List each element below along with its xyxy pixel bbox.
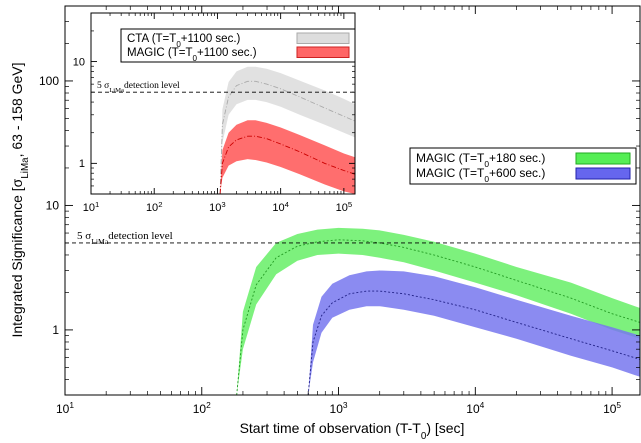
main-legend-label-0: MAGIC (T=T0+180 sec.) [416,151,545,169]
x-axis-title: Start time of observation (T-T0) [sec] [240,420,465,442]
main-band-0 [236,227,640,395]
main-median-line-0 [236,239,640,395]
inset-plot: 5 σLiMadetection level 101 102 103 104 105 1 10… [73,12,356,215]
inset-median-line-0 [219,80,355,194]
main-plot-frame [64,5,641,396]
inset-x-tick-label: 104 [272,200,289,215]
inset-legend-swatch-1 [296,46,350,58]
main-threshold-label: 5 σLiMadetection level [77,230,173,246]
main-legend-label-1: MAGIC (T=T0+600 sec.) [416,166,545,184]
main-legend-swatch-1 [575,167,631,180]
inset-y-tick-label: 1 [79,158,85,170]
main-y-tick-label: 100 [39,74,59,88]
inset-x-tick-label: 105 [336,200,353,215]
inset-series-group [219,66,355,194]
inset-plot-frame [90,12,356,195]
inset-median-line-1 [219,135,355,194]
main-x-tick-label: 105 [603,400,621,416]
y-axis-title: Integrated Significance [σLiMa, 63 - 158… [9,62,31,337]
main-x-tick-label: 104 [466,400,484,416]
main-x-tick-label: 103 [330,400,348,416]
main-x-tick-label: 101 [56,400,74,416]
main-x-tick-label: 102 [193,400,211,416]
inset-threshold-label: 5 σLiMadetection level [97,81,180,94]
inset-x-tick-label: 102 [146,200,163,215]
main-series-group [236,227,640,395]
main-y-tick-label: 10 [46,199,60,213]
inset-band-1 [220,120,355,194]
inset-y-tick-label: 10 [73,56,85,68]
main-legend-swatch-0 [575,152,631,165]
inset-legend-label-0: CTA (T=T0+1100 sec.) [127,33,241,49]
inset-legend-swatch-0 [296,32,350,44]
inset-legend-label-1: MAGIC (T=T0+1100 sec.) [127,47,257,63]
inset-band-0 [220,66,355,194]
inset-x-tick-label: 103 [209,200,226,215]
main-y-tick-label: 1 [52,323,59,337]
main-band-1 [308,270,640,395]
inset-x-tick-label: 101 [83,200,100,215]
